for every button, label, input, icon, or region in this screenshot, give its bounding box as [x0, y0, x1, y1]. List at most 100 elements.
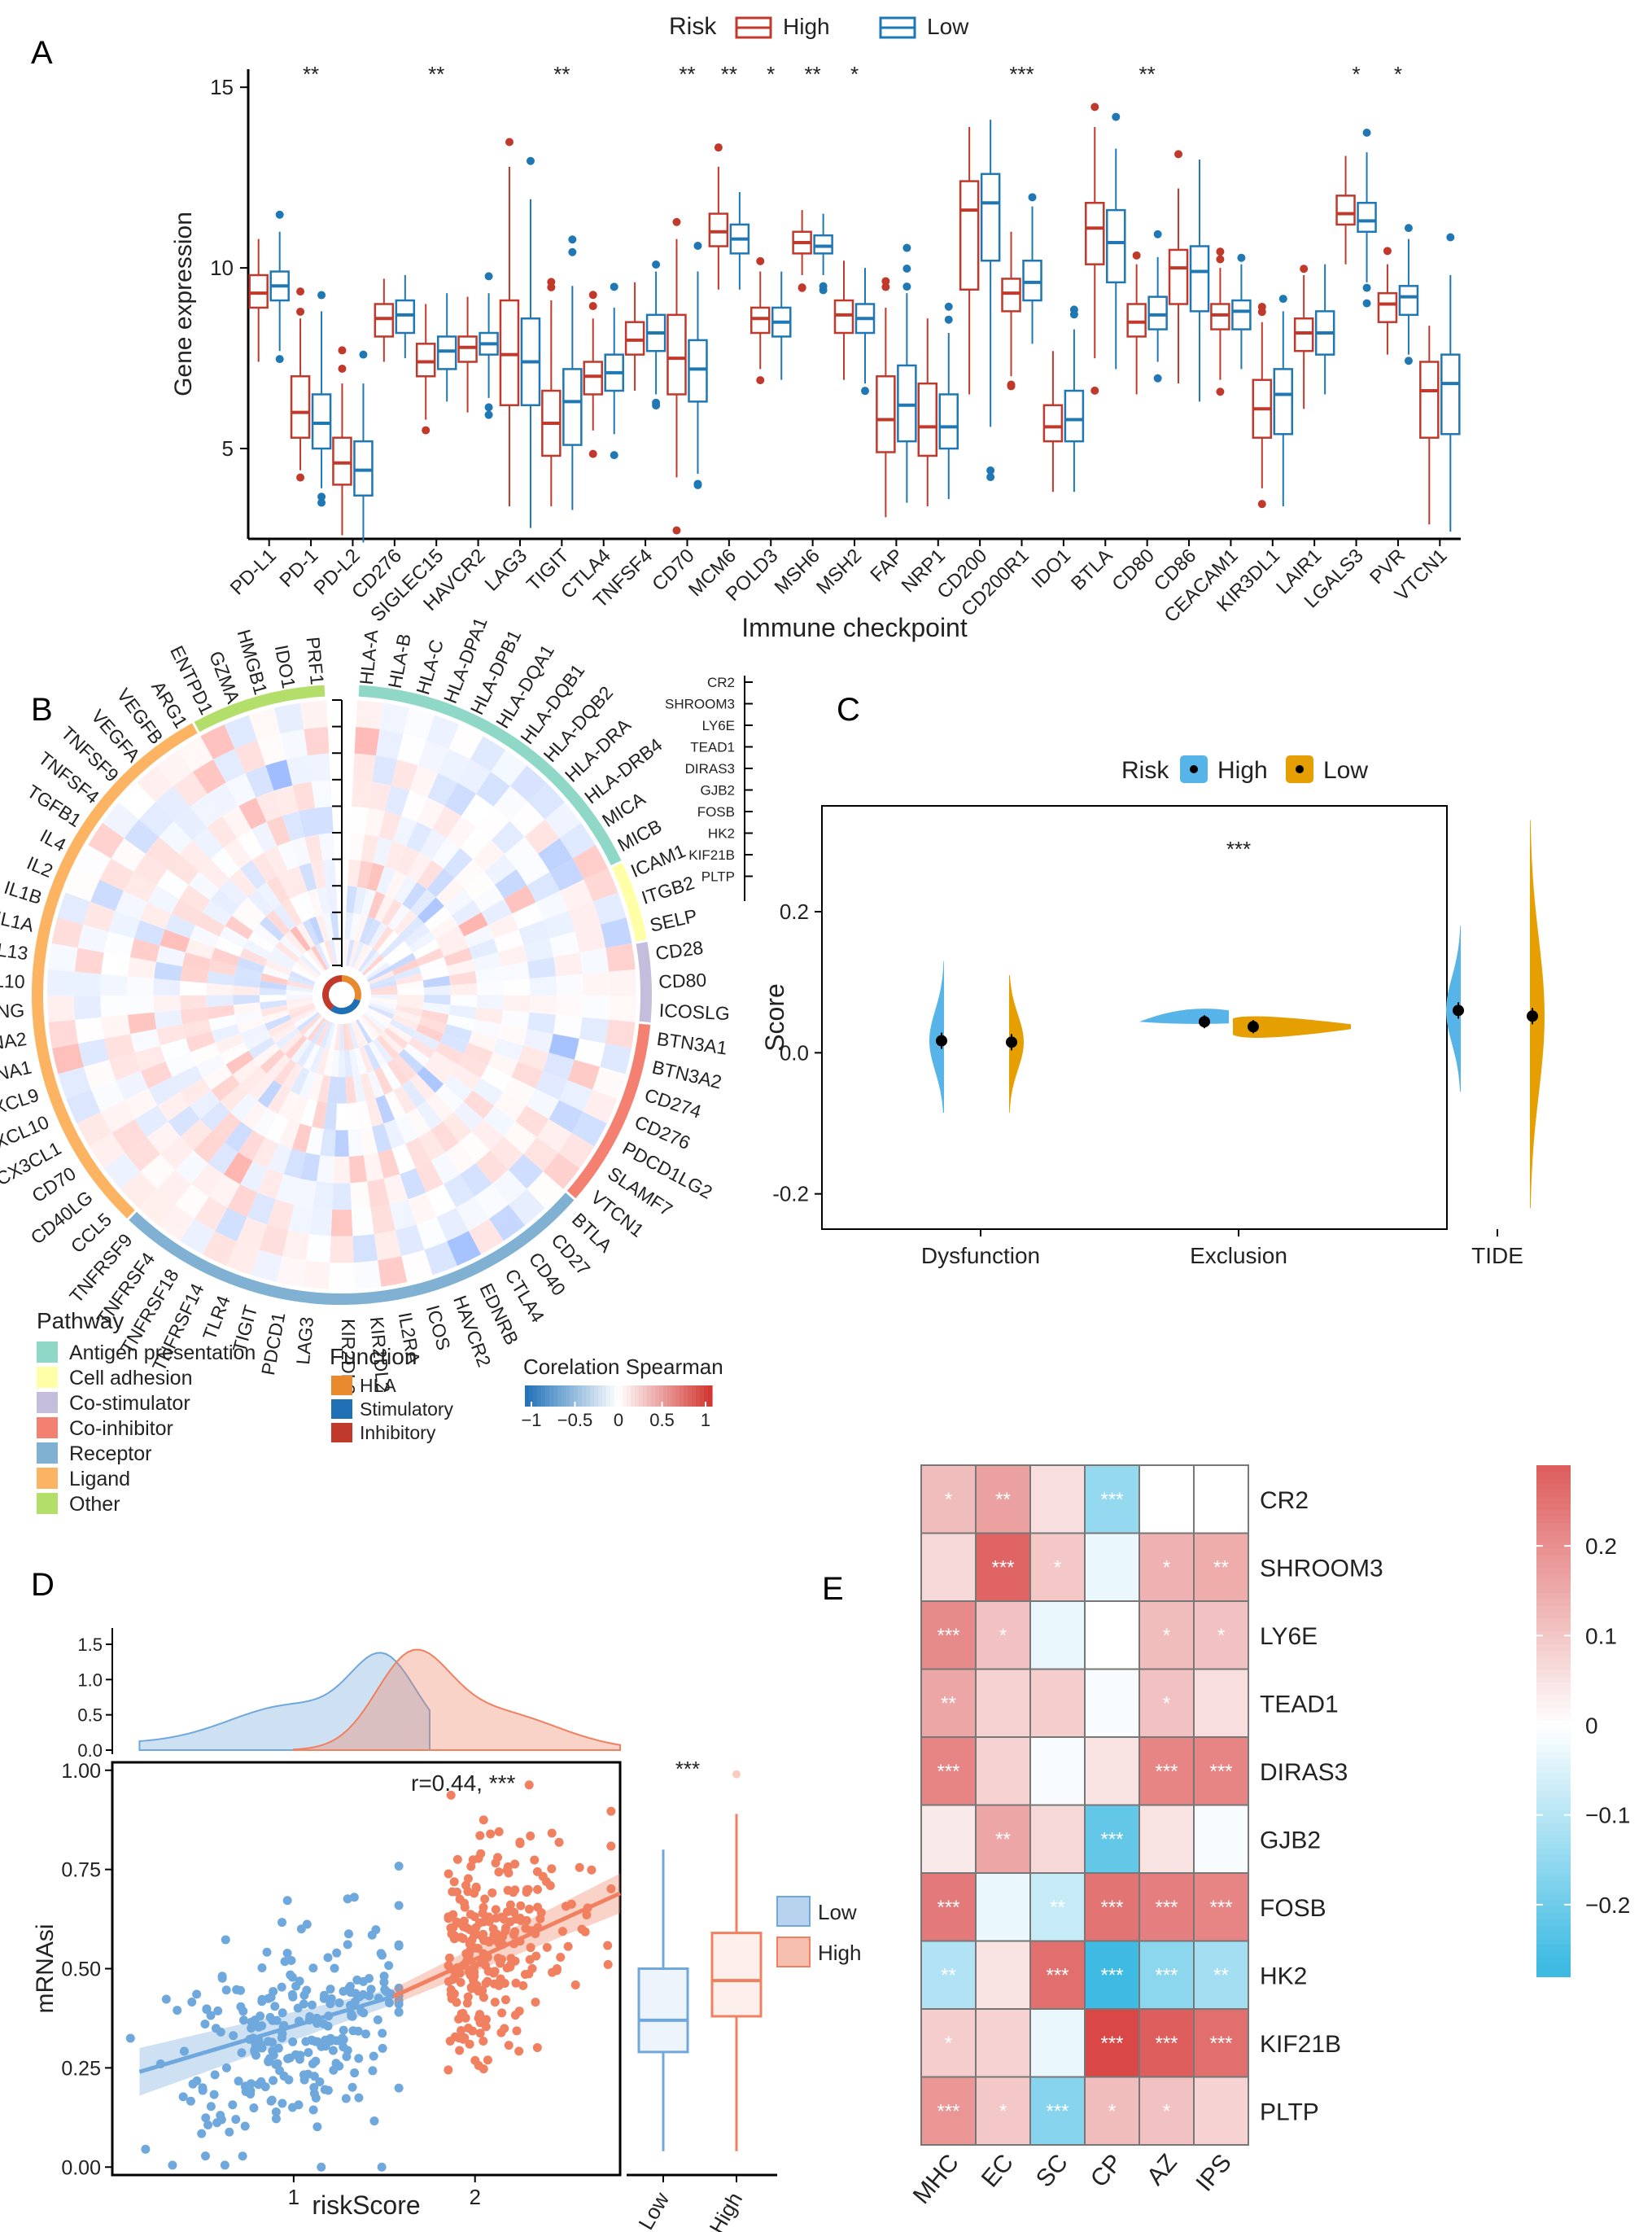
a-box [395, 299, 416, 335]
b-heat-cell [369, 975, 396, 987]
b-heat-cell [374, 895, 395, 923]
b-legend-cor-gradient [684, 1385, 688, 1407]
e-column-label: MHC [908, 2149, 964, 2209]
b-heat-cell [324, 940, 335, 967]
e-cell-stars: ** [941, 1692, 956, 1714]
a-outlier [672, 217, 681, 226]
b-heat-cell [267, 952, 294, 971]
d-point-low [210, 2070, 220, 2080]
b-heat-cell [273, 904, 296, 931]
e-heat-cell [1084, 2008, 1140, 2078]
d-point-high [532, 2043, 542, 2053]
b-heat-cell [215, 1207, 247, 1242]
b-heat-cell [416, 948, 444, 966]
b-heat-cell [367, 891, 386, 920]
b-heat-cell [271, 1023, 297, 1044]
d-point-high [563, 1941, 573, 1951]
d-point-low [257, 2021, 267, 2031]
e-heat-cell [1029, 1668, 1086, 1738]
a-significance: * [1394, 62, 1402, 86]
d-point-high [503, 1885, 513, 1895]
b-heat-cell [350, 1181, 371, 1210]
b-heat-cell [185, 938, 215, 960]
a-category-label: CD80 [1108, 545, 1158, 595]
a-significance: ** [679, 62, 695, 86]
b-heat-cell [351, 1207, 374, 1236]
b-heat-cell [370, 997, 398, 1005]
e-colorbar-segment [1536, 1542, 1571, 1550]
b-legend-cor-gradient [549, 1385, 554, 1407]
d-point-low [342, 2051, 352, 2061]
b-heat-cell [90, 1080, 125, 1112]
b-heat-cell [461, 794, 494, 828]
b-heat-cell [349, 912, 361, 941]
b-heat-cell [396, 846, 420, 876]
b-heat-cell [335, 1103, 348, 1131]
b-heat-cell [120, 1171, 157, 1209]
b-heat-cell [286, 980, 314, 990]
b-heat-cell [266, 1054, 291, 1080]
d-point-low [200, 2020, 210, 2029]
e-cell-stars: ** [1213, 1964, 1229, 1986]
b-heat-cell [459, 1131, 491, 1163]
b-heat-cell [350, 806, 369, 835]
b-heat-cell [51, 917, 84, 948]
a-outlier [819, 286, 828, 295]
e-heat-cell [1029, 1736, 1086, 1806]
b-heat-cell [464, 871, 496, 900]
a-outlier [317, 492, 326, 501]
b-heat-cell [315, 1020, 330, 1047]
d-point-low [254, 2080, 264, 2090]
b-legend-cor-tick-label: −1 [521, 1410, 541, 1430]
e-cell-stars: * [1163, 2100, 1170, 2122]
d-point-low [240, 2121, 250, 2131]
e-cell-stars: * [945, 1489, 952, 1511]
b-legend-pathway-label: Cell adhesion [69, 1367, 193, 1390]
d-point-high [533, 1902, 543, 1912]
e-colorbar-segment [1536, 1727, 1571, 1735]
b-heat-cell [391, 1014, 419, 1031]
d-point-low [187, 1998, 197, 2007]
b-heat-cell [207, 970, 235, 986]
e-heat-cell [1138, 1804, 1195, 1874]
b-heat-cell [233, 995, 260, 1005]
b-heat-cell [475, 1150, 509, 1184]
d-point-high [491, 1858, 500, 1868]
b-heat-cell [369, 1002, 396, 1015]
e-heat-cell [1193, 1872, 1249, 1942]
e-colorbar-segment [1536, 1925, 1571, 1933]
b-heat-cell [222, 806, 251, 838]
d-point-high [458, 2034, 468, 2044]
b-heat-cell [264, 846, 288, 876]
a-box [750, 306, 771, 335]
b-heat-cell [423, 985, 451, 996]
b-heat-cell [476, 995, 504, 1010]
e-heat-cell [975, 1532, 1031, 1602]
b-legend-cor-gradient [631, 1385, 636, 1407]
a-outlier [1007, 382, 1016, 391]
d-legend-key [776, 1937, 811, 1967]
b-heat-cell [240, 1161, 269, 1193]
d-point-low [326, 1993, 336, 2003]
b-legend-cor-gradient [529, 1385, 534, 1407]
e-colorbar-segment [1536, 1586, 1571, 1594]
e-colorbar-segment [1536, 1887, 1571, 1894]
b-gene-label: ICOSLG [658, 1000, 730, 1024]
b-heat-cell [358, 948, 378, 972]
b-heat-cell [239, 897, 266, 924]
b-heat-cell [211, 1024, 240, 1043]
b-heat-cell [302, 1260, 330, 1289]
b-heat-cell [401, 1079, 426, 1109]
e-colorbar-segment [1536, 1963, 1571, 1972]
d-box-outlier [732, 1770, 741, 1779]
e-colorbar-segment [1536, 1932, 1571, 1939]
b-heat-cell [487, 1052, 518, 1078]
b-heat-cell [191, 1162, 224, 1197]
b-heat-cell [328, 1263, 356, 1289]
b-heat-cell [288, 1204, 313, 1235]
d-ytick-label: 0.50 [61, 1958, 101, 1981]
b-gene-label: CD28 [654, 937, 705, 964]
d-point-high [475, 2010, 485, 2020]
b-gene-label: HLA-B [384, 632, 415, 689]
a-category-label: LAG3 [481, 545, 531, 595]
